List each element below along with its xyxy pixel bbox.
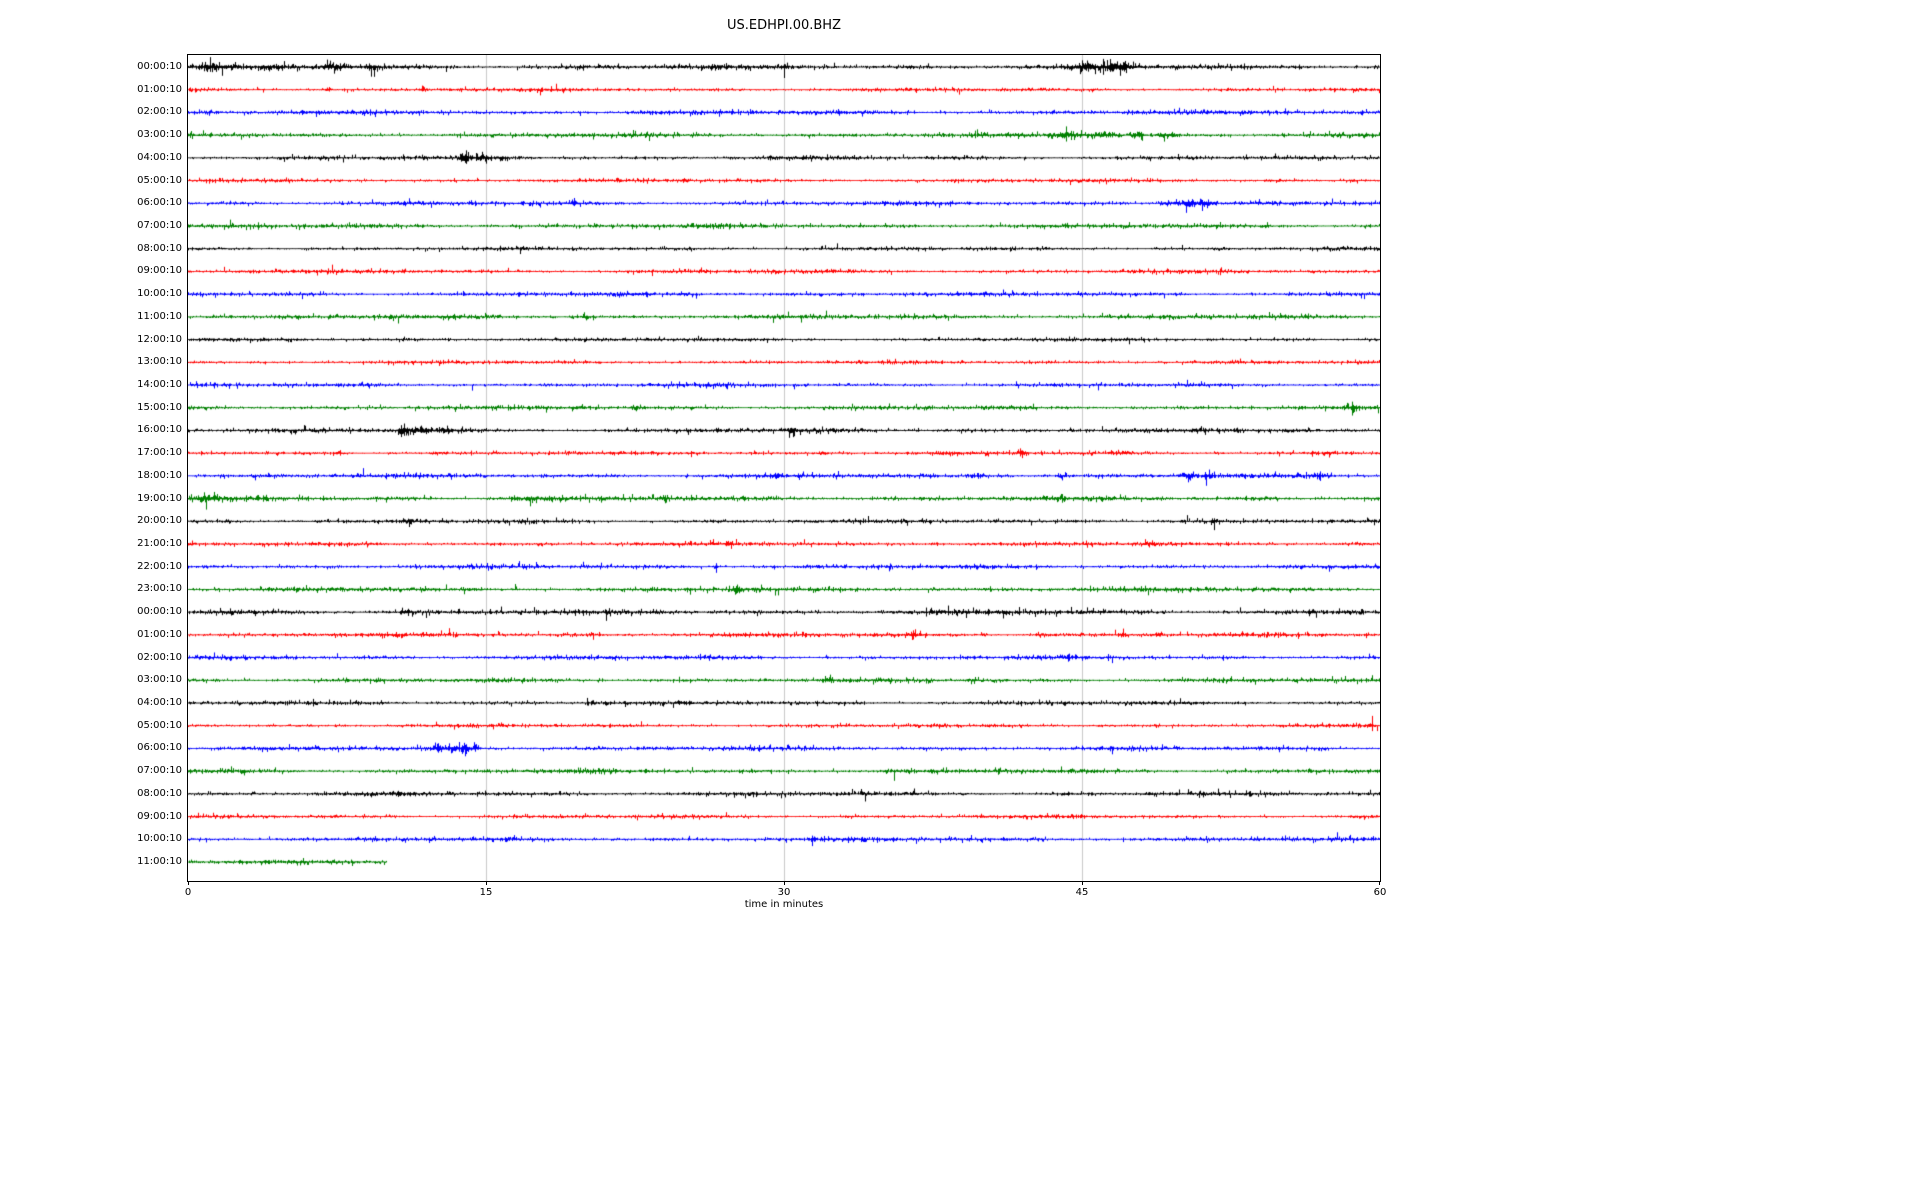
y-tick-label: 00:00:10 <box>137 61 182 72</box>
y-tick-label: 01:00:10 <box>137 83 182 95</box>
y-tick-label: 18:00:10 <box>137 469 182 481</box>
y-tick-label: 07:00:10 <box>137 219 182 231</box>
y-tick-label: 00:00:10 <box>137 606 182 618</box>
y-axis-labels: 00:00:10 01:00:10 02:00:10 03:00:10 04:00:10… <box>0 55 182 885</box>
chart-title: US.EDHPI.00.BHZ <box>727 18 841 33</box>
y-tick-label: 04:00:10 <box>137 151 182 163</box>
y-tick-label: 11:00:10 <box>137 855 182 867</box>
y-tick-label: 21:00:10 <box>137 537 182 549</box>
y-tick-label: 03:00:10 <box>137 129 182 141</box>
y-tick-label: 10:00:10 <box>137 833 182 845</box>
y-tick-label: 13:00:10 <box>137 356 182 368</box>
x-tick-label: 60 <box>1373 887 1387 898</box>
y-tick-label: 16:00:10 <box>137 424 182 436</box>
y-tick-label: 02:00:10 <box>137 106 182 118</box>
y-tick-label: 14:00:10 <box>137 378 182 390</box>
x-tick-label: 30 <box>777 887 791 898</box>
y-tick-label: 07:00:10 <box>137 765 182 777</box>
y-tick-label: 10:00:10 <box>137 288 182 300</box>
y-tick-label: 08:00:10 <box>137 787 182 799</box>
x-tick-mark <box>1082 881 1083 885</box>
plot-area: 0 15 30 45 60 <box>185 54 1386 898</box>
y-tick-label: 06:00:10 <box>137 197 182 209</box>
y-tick-label: 05:00:10 <box>137 174 182 186</box>
x-tick-label: 15 <box>479 887 493 898</box>
y-tick-label: 08:00:10 <box>137 242 182 254</box>
x-tick-mark <box>784 881 785 885</box>
y-tick-label: 17:00:10 <box>137 447 182 459</box>
y-tick-label: 09:00:10 <box>137 265 182 277</box>
y-tick-label: 19:00:10 <box>137 492 182 504</box>
x-tick-mark <box>486 881 487 885</box>
x-tick-label: 45 <box>1075 887 1089 898</box>
y-tick-label: 12:00:10 <box>137 333 182 345</box>
seismogram-canvas <box>188 55 1380 881</box>
y-tick-label: 22:00:10 <box>137 560 182 572</box>
y-tick-label: 09:00:10 <box>137 810 182 822</box>
x-tick-label: 0 <box>184 887 192 898</box>
y-tick-label: 20:00:10 <box>137 515 182 527</box>
y-tick-label: 23:00:10 <box>137 583 182 595</box>
x-tick-mark <box>1379 881 1380 885</box>
y-tick-label: 05:00:10 <box>137 719 182 731</box>
x-tick-mark <box>188 881 189 885</box>
y-tick-label: 01:00:10 <box>137 628 182 640</box>
y-tick-label: 06:00:10 <box>137 742 182 754</box>
x-axis-label: time in minutes <box>744 899 824 910</box>
y-tick-label: 04:00:10 <box>137 696 182 708</box>
y-tick-label: 11:00:10 <box>137 310 182 322</box>
y-tick-label: 15:00:10 <box>137 401 182 413</box>
y-tick-label: 03:00:10 <box>137 674 182 686</box>
y-tick-label: 02:00:10 <box>137 651 182 663</box>
